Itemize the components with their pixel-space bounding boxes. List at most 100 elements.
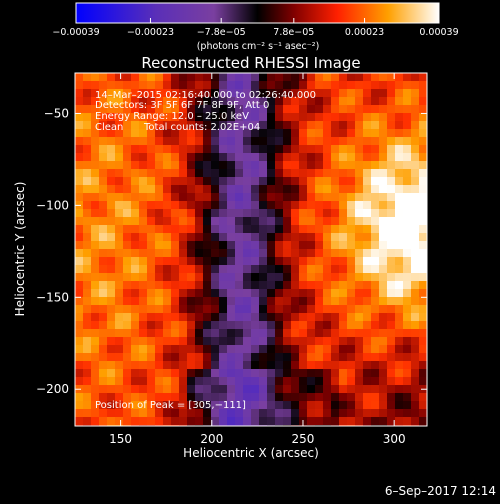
heatmap-cell [227,241,236,250]
heatmap-cell [211,193,220,202]
heatmap-cell [299,265,308,274]
heatmap-cell [155,193,164,202]
heatmap-cell [75,329,84,338]
heatmap-cell [75,401,84,410]
heatmap-cell [299,353,308,362]
heatmap-cell [131,305,140,314]
heatmap-cell [419,305,427,314]
heatmap-cell [355,113,364,122]
heatmap-cell [315,201,324,210]
heatmap-cell [171,201,180,210]
heatmap-cell [395,305,404,314]
heatmap-cell [291,225,300,234]
annotation-peak-position: Position of Peak = [305,−111] [95,400,246,411]
heatmap-cell [75,257,84,266]
heatmap-cell [147,73,156,82]
heatmap-cell [195,105,204,114]
heatmap-cell [347,137,356,146]
heatmap-cell [331,81,340,90]
heatmap-cell [379,297,388,306]
heatmap-cell [107,361,116,370]
heatmap-cell [315,345,324,354]
heatmap-cell [259,153,268,162]
heatmap-cell [219,201,228,210]
heatmap-cell [83,185,92,194]
heatmap-cell [299,249,308,258]
heatmap-cell [235,273,244,282]
heatmap-cell [395,129,404,138]
heatmap-cell [83,409,92,418]
heatmap-cell [259,337,268,346]
heatmap-cell [291,121,300,130]
heatmap-cell [107,89,116,98]
heatmap-cell [219,121,228,130]
heatmap-cell [123,401,132,410]
heatmap-cell [155,265,164,274]
heatmap-cell [123,385,132,394]
heatmap-cell [267,153,276,162]
heatmap-cell [147,201,156,210]
heatmap-cell [203,209,212,218]
heatmap-cell [267,305,276,314]
heatmap-cell [419,417,427,426]
heatmap-cell [115,225,124,234]
heatmap-cell [155,177,164,186]
heatmap-cell [363,361,372,370]
heatmap-cell [203,73,212,82]
heatmap-cell [283,289,292,298]
heatmap-cell [187,209,196,218]
heatmap-cell [403,241,412,250]
heatmap-cell [363,409,372,418]
heatmap-cell [323,321,332,330]
heatmap-cell [99,129,108,138]
heatmap-cell [179,401,188,410]
heatmap-cell [163,161,172,170]
x-axis-label: Heliocentric X (arcsec) [183,446,319,460]
heatmap-cell [235,417,244,426]
heatmap-cell [243,377,252,386]
heatmap-cell [163,329,172,338]
heatmap-cell [347,185,356,194]
heatmap-cell [347,345,356,354]
heatmap-cell [91,225,100,234]
heatmap-cell [307,81,316,90]
heatmap-cell [131,313,140,322]
heatmap-cell [179,121,188,130]
heatmap-cell [171,145,180,154]
heatmap-cell [227,81,236,90]
heatmap-cell [219,385,228,394]
heatmap-cell [267,121,276,130]
heatmap-cell [323,409,332,418]
heatmap-cell [267,89,276,98]
heatmap-cell [187,257,196,266]
heatmap-cell [123,233,132,242]
heatmap-cell [395,385,404,394]
heatmap-cell [267,361,276,370]
heatmap-cell [179,129,188,138]
heatmap-cell [131,105,140,114]
heatmap-cell [75,361,84,370]
heatmap-cell [387,265,396,274]
heatmap-cell [283,137,292,146]
heatmap-cell [203,257,212,266]
heatmap-cell [339,241,348,250]
heatmap-cell [379,105,388,114]
heatmap-cell [187,377,196,386]
heatmap-cell [267,241,276,250]
heatmap-cell [91,129,100,138]
heatmap-cell [211,265,220,274]
heatmap-cell [243,401,252,410]
heatmap-cell [235,401,244,410]
heatmap-cell [227,265,236,274]
heatmap-cell [139,217,148,226]
heatmap-cell [259,73,268,82]
heatmap-cell [291,369,300,378]
heatmap-cell [323,329,332,338]
heatmap-cell [155,249,164,258]
heatmap-cell [227,137,236,146]
heatmap-cell [275,401,284,410]
heatmap-cell [267,409,276,418]
heatmap-cell [171,265,180,274]
heatmap-cell [219,233,228,242]
heatmap-cell [299,81,308,90]
